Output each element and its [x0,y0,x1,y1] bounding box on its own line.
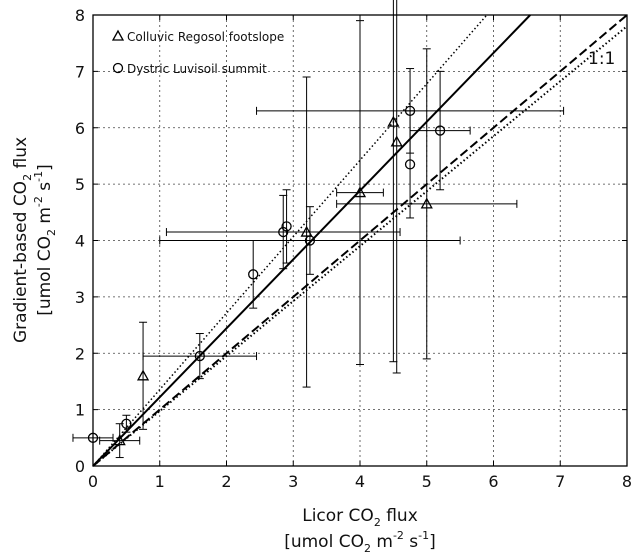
y-tick-label: 3 [75,288,85,307]
y-tick-label: 0 [75,457,85,476]
triangle-marker [136,369,150,381]
circle-marker [248,269,259,280]
circle-marker [278,226,289,238]
y-tick-label: 8 [75,6,85,25]
x-tick-label: 1 [155,472,165,491]
y-axis-label: Gradient-based CO2 flux [umol CO2 m-2 s-… [11,137,58,343]
circle-marker [281,221,292,232]
triangle-marker [353,186,367,198]
y-tick-label: 6 [75,119,85,138]
data-markers [87,105,446,446]
legend-label-colluvic: Colluvic Regosol footslope [127,30,284,44]
reference-line-label: 1:1 [588,49,615,69]
x-axis-label-line1: Licor CO2 flux [302,506,418,529]
x-tick-label: 2 [221,472,231,491]
y-tick-label: 1 [75,401,85,420]
circle-marker [121,418,132,429]
x-axis-label-line2: [umol CO2 m-2 s-1] [284,529,436,555]
y-tick-label: 2 [75,344,85,363]
triangle-marker [113,434,126,446]
triangle-marker-icon [111,29,125,41]
legend: Colluvic Regosol footslope Dystric Luvis… [111,29,284,76]
x-tick-label: 0 [88,472,98,491]
circle-marker [434,125,446,136]
circle-marker-icon [112,62,124,74]
circle-marker [404,159,416,170]
y-tick-label: 4 [75,232,85,251]
x-tick-label: 4 [355,472,365,491]
x-tick-labels: 0 1 2 3 4 5 6 7 8 [88,15,632,491]
error-bars [72,0,565,459]
x-tick-label: 5 [422,472,432,491]
y-axis-label-line2: [umol CO2 m-2 s-1] [32,164,58,316]
y-tick-labels: 0 1 2 3 4 5 6 7 8 [75,6,627,476]
x-tick-label: 6 [488,472,498,491]
triangle-marker [390,135,403,147]
fit-line-dotted [92,25,628,467]
triangle-marker [300,225,313,237]
circle-marker [404,105,416,116]
legend-label-dystric: Dystric Luvisoil summit [127,62,267,76]
triangle-marker [387,115,400,127]
x-tick-label: 7 [555,472,565,491]
triangle-marker [420,197,433,209]
circle-marker [194,350,205,362]
x-tick-label: 3 [288,472,298,491]
circle-marker [304,235,316,246]
y-axis-label-line1: Gradient-based CO2 flux [11,137,34,343]
x-axis-label: Licor CO2 flux [umol CO2 m-2 s-1] [284,506,436,555]
legend-item-colluvic: Colluvic Regosol footslope [111,29,284,44]
y-tick-label: 5 [75,175,85,194]
legend-item-dystric: Dystric Luvisoil summit [112,62,267,76]
x-tick-label: 8 [622,472,632,491]
y-tick-label: 7 [75,62,85,81]
